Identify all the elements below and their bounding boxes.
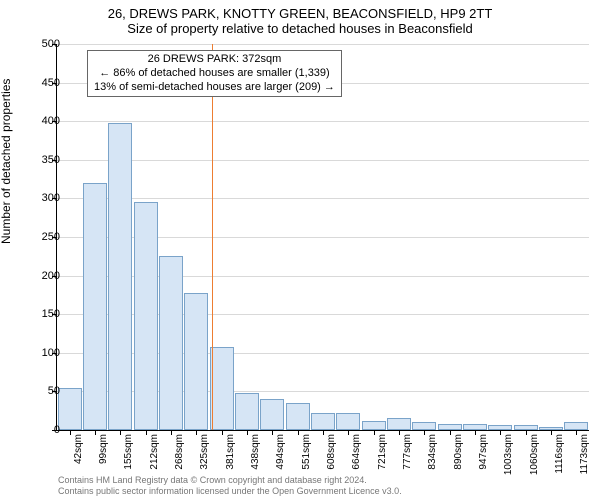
- chart-container: 26, DREWS PARK, KNOTTY GREEN, BEACONSFIE…: [0, 0, 600, 500]
- bar: [336, 413, 360, 430]
- bar: [235, 393, 259, 430]
- subtitle: Size of property relative to detached ho…: [0, 21, 600, 36]
- xtick-label: 1060sqm: [529, 434, 540, 480]
- xtick-label: 99sqm: [98, 434, 109, 480]
- bar: [210, 347, 234, 430]
- gridline: [57, 44, 589, 45]
- xtick-mark: [399, 430, 400, 435]
- xtick-label: 325sqm: [199, 434, 210, 480]
- xtick-label: 664sqm: [351, 434, 362, 480]
- xtick-label: 1173sqm: [579, 434, 590, 480]
- xtick-mark: [247, 430, 248, 435]
- xtick-mark: [450, 430, 451, 435]
- ytick-label: 400: [30, 115, 60, 127]
- y-axis-label: Number of detached properties: [0, 79, 13, 244]
- xtick-mark: [272, 430, 273, 435]
- info-line-2: ← 86% of detached houses are smaller (1,…: [94, 67, 335, 81]
- xtick-mark: [120, 430, 121, 435]
- bar: [412, 422, 436, 430]
- bar: [58, 388, 82, 430]
- xtick-label: 381sqm: [225, 434, 236, 480]
- ytick-label: 150: [30, 308, 60, 320]
- bar: [108, 123, 132, 430]
- xtick-mark: [222, 430, 223, 435]
- ytick-label: 500: [30, 38, 60, 50]
- xtick-label: 834sqm: [427, 434, 438, 480]
- bar: [184, 293, 208, 430]
- xtick-mark: [551, 430, 552, 435]
- bar: [260, 399, 284, 430]
- gridline: [57, 198, 589, 199]
- xtick-mark: [576, 430, 577, 435]
- xtick-label: 1003sqm: [503, 434, 514, 480]
- xtick-label: 890sqm: [453, 434, 464, 480]
- gridline: [57, 160, 589, 161]
- xtick-mark: [374, 430, 375, 435]
- bar: [311, 413, 335, 430]
- xtick-mark: [171, 430, 172, 435]
- xtick-mark: [298, 430, 299, 435]
- bar: [362, 421, 386, 430]
- bar: [83, 183, 107, 430]
- chart-plot: 26 DREWS PARK: 372sqm ← 86% of detached …: [56, 44, 588, 430]
- ytick-label: 300: [30, 192, 60, 204]
- bar: [286, 403, 310, 430]
- bar: [564, 422, 588, 430]
- xtick-label: 608sqm: [326, 434, 337, 480]
- xtick-label: 268sqm: [174, 434, 185, 480]
- plot-area: 26 DREWS PARK: 372sqm ← 86% of detached …: [56, 44, 589, 431]
- xtick-label: 155sqm: [123, 434, 134, 480]
- info-line-1: 26 DREWS PARK: 372sqm: [94, 53, 335, 67]
- xtick-mark: [526, 430, 527, 435]
- ytick-label: 450: [30, 77, 60, 89]
- xtick-mark: [500, 430, 501, 435]
- xtick-label: 777sqm: [402, 434, 413, 480]
- ytick-label: 200: [30, 270, 60, 282]
- xtick-mark: [95, 430, 96, 435]
- ytick-label: 50: [30, 385, 60, 397]
- ytick-label: 100: [30, 347, 60, 359]
- xtick-label: 212sqm: [149, 434, 160, 480]
- xtick-mark: [348, 430, 349, 435]
- ytick-label: 250: [30, 231, 60, 243]
- ytick-label: 350: [30, 154, 60, 166]
- xtick-label: 947sqm: [478, 434, 489, 480]
- bar: [159, 256, 183, 430]
- xtick-label: 1116sqm: [554, 434, 565, 480]
- xtick-mark: [70, 430, 71, 435]
- xtick-mark: [196, 430, 197, 435]
- xtick-label: 721sqm: [377, 434, 388, 480]
- xtick-mark: [475, 430, 476, 435]
- xtick-mark: [323, 430, 324, 435]
- property-marker-line: [212, 44, 213, 430]
- xtick-label: 494sqm: [275, 434, 286, 480]
- info-line-3: 13% of semi-detached houses are larger (…: [94, 81, 335, 95]
- xtick-mark: [424, 430, 425, 435]
- attribution-line-2: Contains public sector information licen…: [58, 486, 590, 496]
- bar: [134, 202, 158, 430]
- gridline: [57, 121, 589, 122]
- info-box: 26 DREWS PARK: 372sqm ← 86% of detached …: [87, 50, 342, 97]
- xtick-label: 42sqm: [73, 434, 84, 480]
- xtick-label: 551sqm: [301, 434, 312, 480]
- xtick-mark: [146, 430, 147, 435]
- bar: [387, 418, 411, 430]
- xtick-label: 438sqm: [250, 434, 261, 480]
- ytick-label: 0: [30, 424, 60, 436]
- address-title: 26, DREWS PARK, KNOTTY GREEN, BEACONSFIE…: [0, 0, 600, 21]
